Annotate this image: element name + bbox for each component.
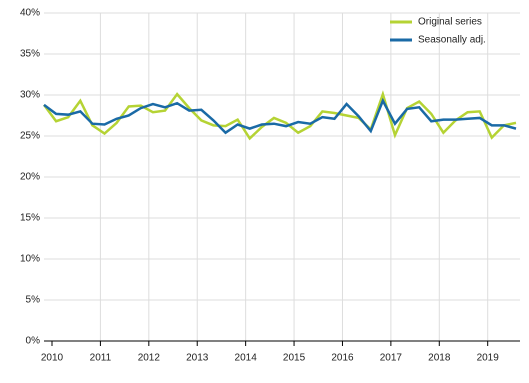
y-tick-label: 15% bbox=[20, 213, 40, 224]
legend-label: Seasonally adj. bbox=[418, 35, 486, 46]
y-tick-label: 25% bbox=[20, 131, 40, 142]
series-line bbox=[43, 97, 517, 135]
y-tick-label: 35% bbox=[20, 49, 40, 60]
y-tick-label: 0% bbox=[26, 336, 41, 347]
series-line bbox=[42, 90, 517, 141]
x-tick-label: 2014 bbox=[235, 353, 258, 364]
x-tick-label: 2019 bbox=[477, 353, 500, 364]
y-tick-label: 10% bbox=[20, 254, 40, 265]
x-tick-label: 2018 bbox=[428, 353, 451, 364]
x-tick-label: 2013 bbox=[186, 353, 209, 364]
x-tick-label: 2017 bbox=[380, 353, 403, 364]
x-tick-label: 2016 bbox=[331, 353, 354, 364]
x-tick-label: 2011 bbox=[90, 353, 112, 364]
x-tick-label: 2010 bbox=[41, 353, 64, 364]
y-tick-label: 30% bbox=[20, 90, 40, 101]
x-tick-label: 2015 bbox=[283, 353, 306, 364]
y-tick-label: 20% bbox=[20, 172, 40, 183]
y-tick-label: 40% bbox=[20, 8, 40, 19]
legend-label: Original series bbox=[418, 17, 482, 28]
x-tick-label: 2012 bbox=[138, 353, 161, 364]
y-tick-label: 5% bbox=[26, 295, 41, 306]
